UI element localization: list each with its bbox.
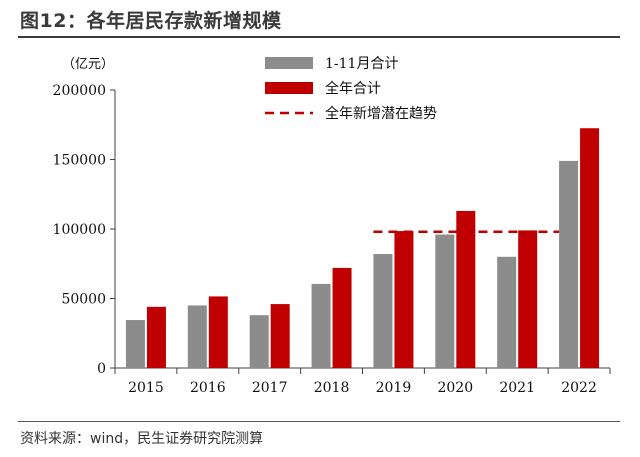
bar-full-year-total — [518, 230, 538, 368]
x-tick-label: 2021 — [499, 380, 535, 396]
bar-jan-nov-total — [497, 256, 517, 368]
figure-title: 图12：各年居民存款新增规模 — [20, 10, 282, 32]
bar-full-year-total — [456, 210, 476, 368]
bar-full-year-total — [146, 306, 166, 368]
legend-jan-nov-swatch — [265, 57, 313, 69]
legend-trend: 全年新增潜在趋势 — [265, 105, 437, 122]
bar-jan-nov-total — [311, 283, 331, 368]
bar-full-year-total — [270, 304, 290, 368]
legend-full-year-label: 全年合计 — [325, 80, 381, 97]
bar-jan-nov-total — [125, 320, 145, 368]
bar-full-year-total — [580, 128, 600, 368]
y-tick-label: 100000 — [53, 222, 106, 238]
y-unit-label: （亿元） — [62, 57, 114, 72]
source-note: 资料来源：wind，民生证券研究院测算 — [20, 431, 264, 447]
bar-jan-nov-total — [373, 254, 393, 368]
x-tick-label: 2015 — [128, 380, 164, 396]
bar-full-year-total — [208, 296, 228, 368]
legend-full-year: 全年合计 — [265, 80, 381, 97]
bar-jan-nov-total — [249, 315, 269, 368]
chart-axes: （亿元） 0 50000 100000 150000 200000 2015 2016 2017… — [53, 57, 611, 396]
bar-full-year-total — [394, 231, 414, 368]
y-tick-label: 150000 — [53, 153, 106, 169]
x-tick-label: 2022 — [561, 380, 597, 396]
y-tick-label: 200000 — [53, 83, 106, 99]
bar-full-year-total — [332, 267, 352, 368]
x-tick-label: 2019 — [376, 380, 412, 396]
legend-trend-label: 全年新增潜在趋势 — [325, 105, 437, 122]
chart-bars — [125, 128, 600, 368]
legend-jan-nov: 1-11月合计 — [265, 56, 398, 72]
bar-chart: （亿元） 0 50000 100000 150000 200000 2015 2016 2017… — [53, 56, 611, 396]
x-tick-label: 2017 — [252, 380, 288, 396]
y-tick-label: 0 — [97, 361, 106, 377]
title-divider — [18, 36, 620, 38]
bar-jan-nov-total — [559, 160, 579, 368]
legend-jan-nov-label: 1-11月合计 — [325, 56, 398, 72]
legend-full-year-swatch — [265, 82, 313, 94]
bar-jan-nov-total — [187, 305, 207, 368]
y-tick-label: 50000 — [61, 292, 106, 308]
bar-jan-nov-total — [435, 234, 455, 368]
x-tick-label: 2020 — [437, 380, 473, 396]
x-tick-label: 2016 — [190, 380, 226, 396]
x-tick-label: 2018 — [314, 380, 350, 396]
footer-divider — [18, 421, 620, 422]
